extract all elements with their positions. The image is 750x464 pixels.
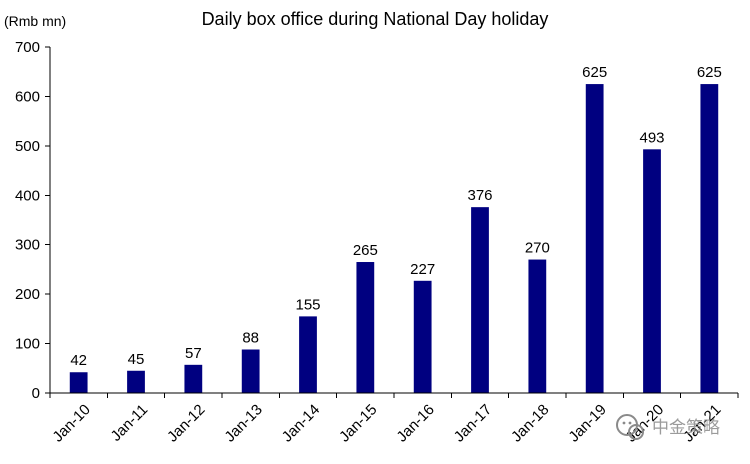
bars-group [69,84,719,394]
bar [471,207,489,393]
x-tick-label: Jan-13 [221,401,265,445]
data-labels-group: 42 45 57 88 155 265 227 376 270 625 493 625 [70,64,722,369]
x-tick-label: Jan-16 [393,401,437,445]
bar [528,259,547,393]
bar [69,372,88,393]
watermark-text: 中金策略 [652,418,720,437]
x-tick-label: Jan-12 [164,401,208,445]
data-label: 57 [185,345,202,362]
y-tick-label: 0 [32,385,40,402]
bar [127,370,145,393]
data-label: 625 [582,64,607,81]
bar [356,262,375,393]
x-tick-label: Jan-11 [108,401,152,445]
y-tick-label: 500 [15,138,40,155]
bar [700,84,719,394]
data-label: 45 [128,351,145,368]
y-tick-label: 700 [15,39,40,56]
x-tick-label: Jan-14 [279,401,323,445]
bar [413,280,432,393]
data-label: 155 [295,296,320,313]
bar [643,149,661,393]
bar [184,364,203,393]
data-label: 42 [70,352,87,369]
y-tick-label: 600 [15,88,40,105]
data-label: 376 [467,187,492,204]
data-label: 493 [639,129,664,146]
chart-title: Daily box office during National Day hol… [202,9,549,29]
y-axis: 0 100 200 300 400 500 600 700 [15,39,51,402]
y-axis-unit-label: (Rmb mn) [4,13,66,29]
data-label: 625 [697,64,722,81]
x-tick-label: Jan-19 [565,401,609,445]
bar [241,349,260,393]
y-tick-label: 100 [15,336,40,353]
watermark: 中金策略 [616,414,720,440]
wechat-icon [616,414,644,440]
x-tick-label: Jan-15 [336,401,380,445]
data-label: 270 [525,240,550,257]
data-label: 88 [242,330,259,347]
y-tick-label: 200 [15,286,40,303]
y-tick-label: 400 [15,187,40,204]
x-tick-label: Jan-18 [508,401,552,445]
bar [585,84,604,394]
x-tick-label: Jan-17 [451,401,495,445]
y-tick-label: 300 [15,237,40,254]
data-label: 227 [410,261,435,278]
data-label: 265 [353,242,378,259]
bar [299,316,317,393]
x-tick-label: Jan-10 [49,401,93,445]
